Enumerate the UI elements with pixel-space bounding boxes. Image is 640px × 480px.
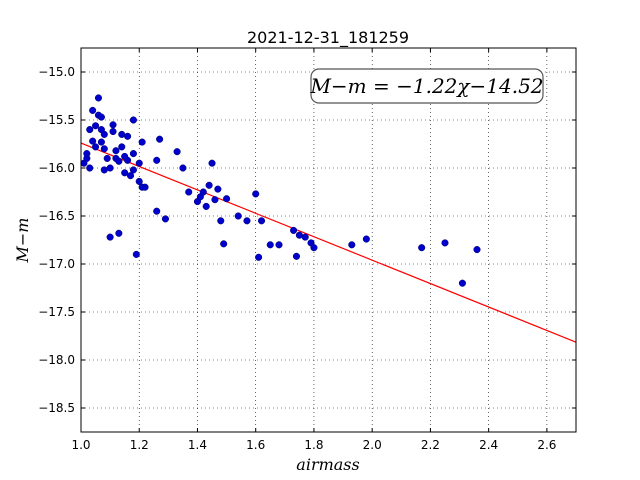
data-point: [112, 147, 120, 155]
fit-line: [80, 142, 577, 343]
data-point: [290, 226, 298, 234]
data-point: [202, 202, 210, 210]
x-tick-label: 2.0: [363, 438, 382, 452]
x-tick-label: 1.0: [71, 438, 90, 452]
x-tick-label: 2.2: [421, 438, 440, 452]
data-point: [153, 207, 161, 215]
data-point: [199, 188, 207, 196]
data-point: [126, 172, 135, 180]
data-point: [129, 116, 137, 124]
data-point: [441, 239, 449, 247]
y-tick-label: −15.5: [38, 113, 75, 127]
data-point: [89, 137, 97, 145]
data-point: [292, 252, 301, 260]
data-point: [103, 154, 111, 162]
data-point: [214, 185, 222, 193]
data-point: [301, 233, 309, 241]
data-point: [100, 145, 108, 153]
data-point: [86, 126, 94, 134]
data-point: [458, 279, 466, 287]
data-point: [86, 164, 94, 172]
x-tick-label: 2.6: [537, 438, 556, 452]
data-point: [124, 156, 132, 164]
data-point: [252, 190, 260, 198]
data-point: [129, 166, 137, 174]
plot-background: [81, 48, 576, 432]
data-point: [106, 233, 114, 241]
data-point: [211, 196, 219, 204]
x-axis-label: airmass: [296, 455, 359, 474]
y-tick-label: −16.0: [38, 161, 75, 175]
data-point: [473, 246, 481, 254]
data-point: [115, 157, 123, 165]
y-tick-label: −18.0: [38, 353, 75, 367]
data-point: [243, 217, 251, 225]
x-tick-label: 1.4: [188, 438, 207, 452]
data-point: [217, 217, 225, 225]
y-tick-label: −17.5: [38, 305, 75, 319]
data-point: [141, 183, 149, 191]
fit-equation: M−m = −1.22χ−14.52: [309, 74, 543, 98]
data-point: [89, 106, 97, 114]
annotation-box: M−m = −1.22χ−14.52: [309, 68, 544, 104]
data-point: [132, 250, 140, 258]
data-point: [97, 138, 105, 146]
data-point: [109, 127, 117, 136]
data-point: [173, 148, 181, 156]
data-point: [106, 164, 114, 172]
chart-title: 2021-12-31_181259: [247, 28, 409, 48]
data-point: [418, 244, 426, 252]
x-tick-label: 1.8: [304, 438, 323, 452]
data-point: [257, 217, 266, 225]
data-point: [138, 138, 146, 146]
y-tick-label: −16.5: [38, 209, 75, 223]
data-point: [205, 181, 213, 189]
y-tick-label: −17.0: [38, 257, 75, 271]
data-point: [109, 121, 117, 129]
data-point: [220, 240, 228, 248]
data-point: [266, 241, 274, 249]
data-point: [310, 244, 318, 252]
data-point: [129, 150, 137, 158]
data-point: [208, 159, 216, 167]
data-point: [234, 212, 242, 220]
data-point: [161, 215, 169, 223]
fit-line-group: [80, 142, 577, 343]
data-point: [153, 156, 161, 164]
data-point: [118, 143, 126, 151]
data-point: [92, 143, 100, 151]
data-point: [156, 135, 164, 143]
plot-frame: [80, 47, 577, 433]
x-tick-label: 2.4: [479, 438, 498, 452]
data-point: [121, 169, 129, 177]
data-point: [92, 122, 100, 130]
y-tick-label: −15.0: [38, 65, 75, 79]
data-point: [135, 159, 143, 167]
data-point: [179, 164, 187, 172]
data-point: [100, 130, 108, 138]
data-points: [80, 94, 481, 287]
data-point: [94, 94, 103, 102]
data-point: [255, 253, 263, 261]
data-point: [185, 188, 193, 196]
data-point: [135, 177, 143, 185]
data-point: [97, 113, 105, 121]
data-point: [223, 195, 231, 203]
x-tick-label: 1.2: [130, 438, 149, 452]
y-axis-label: M−m: [13, 218, 32, 264]
axis-ticks: 1.0 1.2 1.4 1.6 1.8 2.0 2.2 2.4 2.6 −15.0 −15.5 −16…: [38, 48, 576, 452]
annotation-frame: [310, 68, 544, 104]
data-point: [348, 241, 356, 249]
data-point: [124, 132, 132, 140]
data-point: [275, 241, 283, 249]
y-tick-label: −18.5: [38, 401, 75, 415]
x-tick-label: 1.6: [246, 438, 265, 452]
data-point: [115, 229, 123, 237]
data-point: [83, 150, 91, 158]
data-point: [362, 235, 370, 243]
